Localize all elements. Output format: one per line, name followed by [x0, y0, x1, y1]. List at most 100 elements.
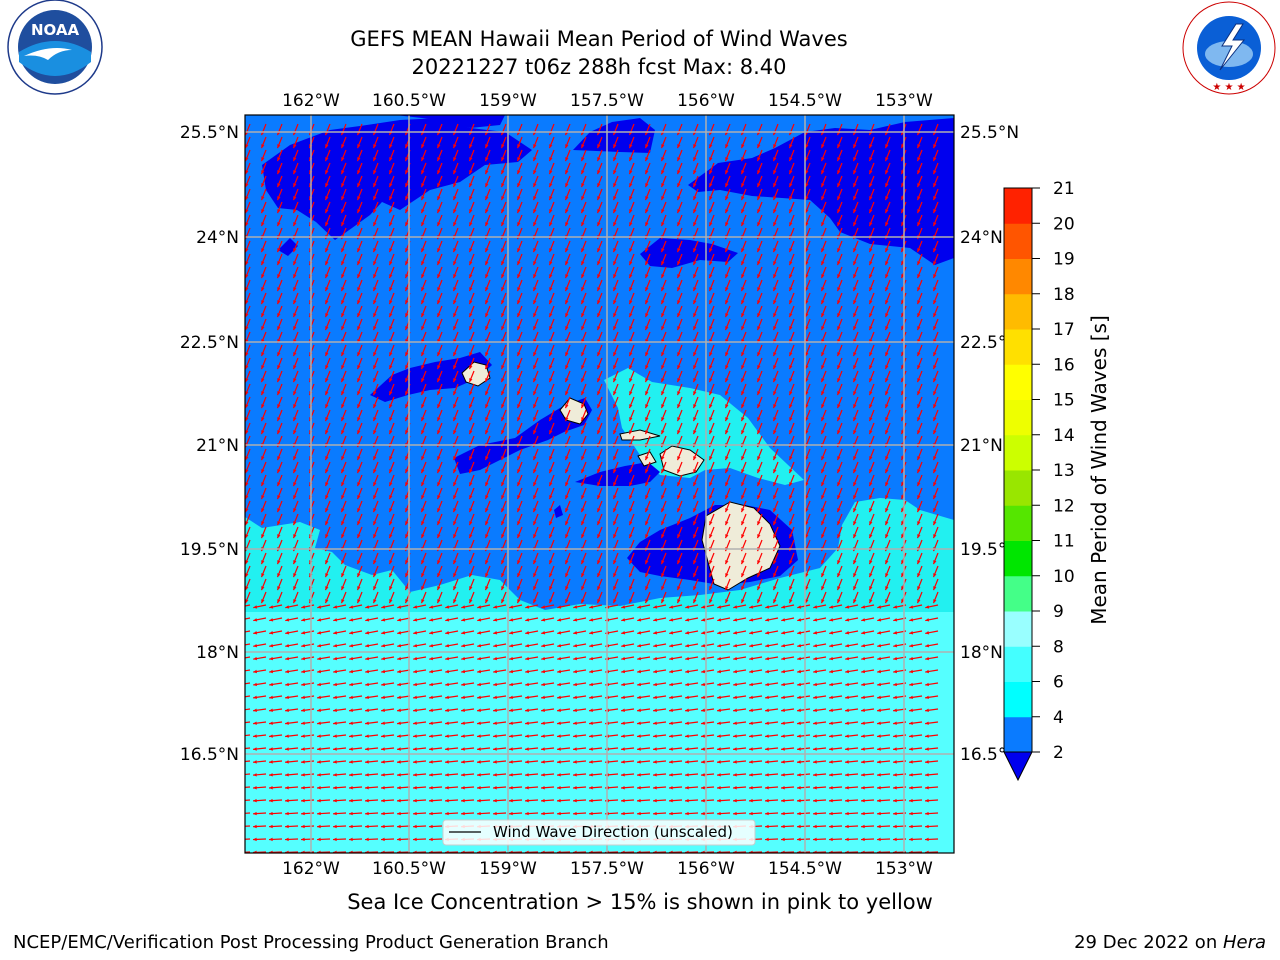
wind-wave-arrowhead [549, 183, 553, 188]
wind-wave-arrowhead [349, 682, 353, 687]
wind-wave-arrowhead [677, 378, 681, 383]
wind-wave-arrowhead [421, 573, 425, 578]
wind-wave-arrowhead [837, 391, 841, 396]
wind-wave-arrowhead [365, 850, 369, 853]
wind-wave-arrowhead [429, 824, 433, 829]
wind-wave-arrowhead [717, 682, 721, 687]
wind-wave-arrowhead [829, 798, 833, 803]
wind-wave-arrowhead [693, 456, 697, 461]
wind-wave-arrowhead [869, 170, 873, 175]
wind-wave-arrowhead [437, 157, 441, 162]
wind-wave-arrowhead [677, 144, 681, 149]
wind-wave-arrowhead [773, 170, 777, 175]
wind-wave-arrowhead [277, 313, 281, 318]
wind-wave-arrowhead [909, 773, 913, 777]
wind-wave-arrowhead [293, 599, 297, 604]
wind-wave-arrowhead [933, 508, 937, 513]
wind-wave-arrowhead [821, 495, 825, 500]
wind-wave-arrowhead [285, 631, 290, 635]
wind-wave-arrowhead [373, 365, 377, 370]
wind-wave-arrowhead [813, 824, 817, 829]
wind-wave-arrowhead [269, 837, 273, 842]
wind-wave-arrowhead [613, 248, 617, 253]
wind-wave-arrowhead [669, 605, 674, 609]
wind-wave-arrowhead [493, 721, 497, 725]
wind-wave-arrowhead [869, 508, 873, 513]
wind-wave-arrowhead [421, 599, 425, 604]
wind-wave-arrowhead [461, 811, 465, 816]
wind-wave-arrowhead [837, 404, 841, 409]
wind-wave-arrowhead [581, 482, 585, 487]
wind-wave-arrowhead [453, 261, 457, 266]
wind-wave-arrowhead [245, 417, 249, 422]
wind-wave-arrowhead [325, 352, 329, 357]
wind-wave-arrowhead [549, 456, 553, 461]
wind-wave-arrowhead [325, 287, 329, 292]
wind-wave-arrowhead [293, 209, 297, 214]
wind-wave-arrowhead [645, 352, 649, 357]
wind-wave-arrowhead [557, 708, 561, 712]
wind-wave-arrowhead [381, 734, 385, 738]
wind-wave-arrowhead [253, 824, 257, 829]
wind-wave-arrowhead [413, 656, 418, 661]
wind-wave-arrowhead [717, 605, 722, 609]
wind-wave-arrowhead [237, 683, 241, 686]
wind-wave-arrowhead [469, 482, 473, 487]
wind-wave-arrowhead [877, 656, 882, 661]
wind-wave-arrow [245, 695, 251, 698]
wind-wave-arrowhead [869, 196, 873, 201]
wind-wave-arrowhead [373, 300, 377, 305]
wind-wave-arrowhead [805, 274, 809, 279]
wind-wave-arrowhead [341, 521, 345, 526]
wind-wave-arrowhead [773, 352, 777, 357]
wind-wave-arrowhead [645, 378, 649, 383]
wind-wave-arrowhead [773, 391, 777, 396]
wind-wave-arrowhead [685, 669, 690, 674]
wind-wave-arrowhead [269, 682, 273, 687]
noaa-logo: NOAA [7, 0, 103, 95]
wind-wave-arrowhead [245, 248, 249, 253]
wind-wave-arrowhead [637, 656, 642, 661]
wind-wave-arrowhead [821, 170, 825, 175]
wind-wave-arrowhead [917, 261, 921, 266]
wind-wave-arrowhead [853, 469, 857, 474]
wind-wave-arrowhead [365, 618, 370, 622]
wind-wave-arrowhead [725, 313, 729, 318]
wind-wave-arrowhead [677, 274, 681, 279]
wind-wave-arrow [245, 786, 251, 788]
wind-wave-arrowhead [621, 631, 626, 635]
wind-wave-arrowhead [805, 300, 809, 305]
wind-wave-arrowhead [621, 721, 625, 725]
wind-wave-arrowhead [909, 631, 914, 635]
wind-wave-arrowhead [693, 313, 697, 318]
wind-wave-arrowhead [749, 605, 754, 609]
wind-wave-arrowhead [509, 850, 513, 853]
wind-wave-arrowhead [741, 521, 745, 526]
wind-wave-arrowhead [661, 495, 665, 500]
wind-wave-arrowhead [245, 196, 249, 201]
island-maui [659, 445, 705, 477]
wind-wave-arrowhead [933, 599, 937, 604]
wind-wave-arrowhead [805, 326, 809, 331]
wind-wave-arrowhead [597, 560, 601, 565]
wind-wave-arrowhead [357, 430, 361, 435]
wind-wave-arrowhead [685, 773, 689, 777]
wind-wave-arrowhead [701, 643, 706, 648]
wind-wave-arrowhead [869, 417, 873, 422]
wind-wave-arrowhead [573, 798, 577, 803]
wind-wave-arrowhead [885, 378, 889, 383]
wind-wave-arrowhead [893, 682, 897, 687]
wind-wave-arrowhead [533, 313, 537, 318]
wind-wave-arrowhead [269, 811, 273, 816]
wind-wave-arrowhead [781, 643, 786, 648]
wind-wave-arrowhead [869, 209, 873, 214]
wind-wave-arrowhead [405, 222, 409, 227]
wind-wave-arrowhead [245, 287, 249, 292]
wind-wave-arrowhead [509, 682, 513, 687]
wind-wave-arrowhead [357, 261, 361, 266]
wind-wave-arrowhead [701, 811, 705, 816]
wind-wave-arrowhead [597, 495, 601, 500]
wind-wave-arrowhead [349, 850, 353, 853]
wind-wave-arrowhead [789, 144, 793, 149]
wind-wave-arrowhead [437, 170, 441, 175]
